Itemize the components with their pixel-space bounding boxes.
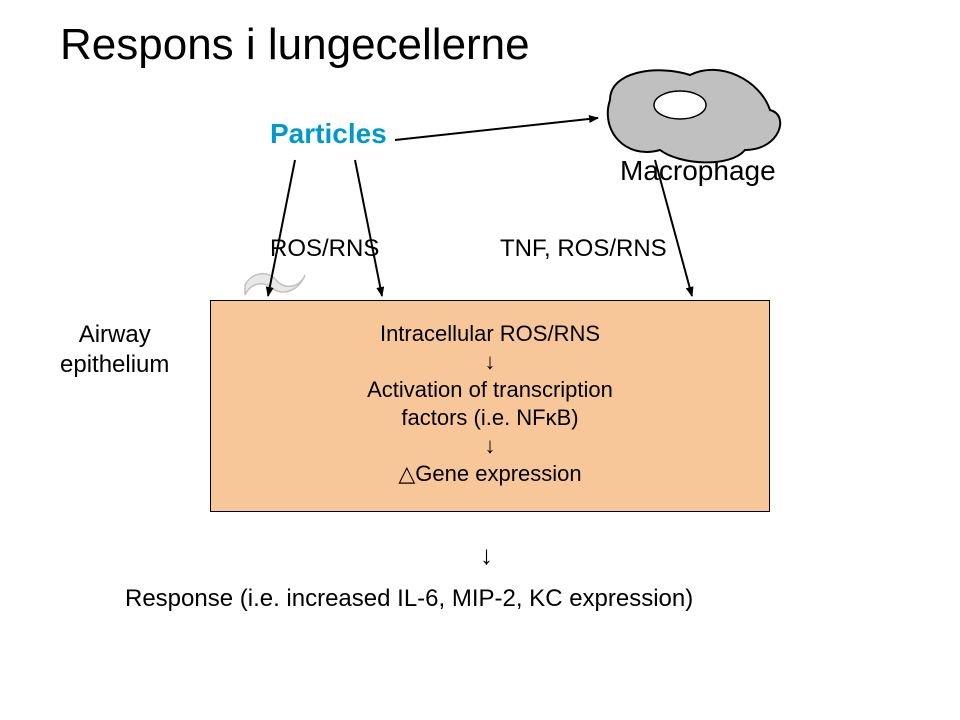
response-label: Response (i.e. increased IL-6, MIP-2, KC… bbox=[125, 585, 693, 613]
airway-epithelium-label: Airway epithelium bbox=[60, 320, 169, 380]
airway-line1: Airway bbox=[79, 321, 151, 348]
macrophage-label: Macrophage bbox=[620, 155, 776, 187]
macrophage-cell-icon bbox=[608, 70, 780, 163]
arrow-particles-macrophage bbox=[395, 118, 598, 140]
arrow-particles-left bbox=[268, 160, 295, 296]
gene-expression-text: Gene expression bbox=[415, 461, 581, 486]
gene-triangle-icon: △ bbox=[398, 461, 415, 486]
pathway-line-activation-b: factors (i.e. NFκB) bbox=[401, 405, 578, 431]
ros-rns-label: ROS/RNS bbox=[270, 235, 379, 263]
pathway-arrow-1: ↓ bbox=[485, 349, 496, 375]
slide-root: Respons i lungecellerne Particles Macrop… bbox=[0, 0, 960, 720]
airway-line2: epithelium bbox=[60, 351, 169, 378]
pathway-line-gene: △Gene expression bbox=[398, 461, 581, 487]
particles-label: Particles bbox=[270, 118, 387, 150]
pathway-line-activation-a: Activation of transcription bbox=[367, 377, 613, 403]
pathway-inner: Intracellular ROS/RNS ↓ Activation of tr… bbox=[211, 301, 769, 511]
arrow-particles-right bbox=[355, 160, 382, 296]
tnf-ros-rns-label: TNF, ROS/RNS bbox=[500, 235, 667, 263]
page-title: Respons i lungecellerne bbox=[60, 20, 530, 70]
squiggle-icon bbox=[245, 274, 305, 295]
pathway-line-intracellular: Intracellular ROS/RNS bbox=[380, 321, 600, 347]
response-arrow: ↓ bbox=[480, 540, 493, 571]
pathway-arrow-2: ↓ bbox=[485, 433, 496, 459]
pathway-box: Intracellular ROS/RNS ↓ Activation of tr… bbox=[210, 300, 770, 512]
